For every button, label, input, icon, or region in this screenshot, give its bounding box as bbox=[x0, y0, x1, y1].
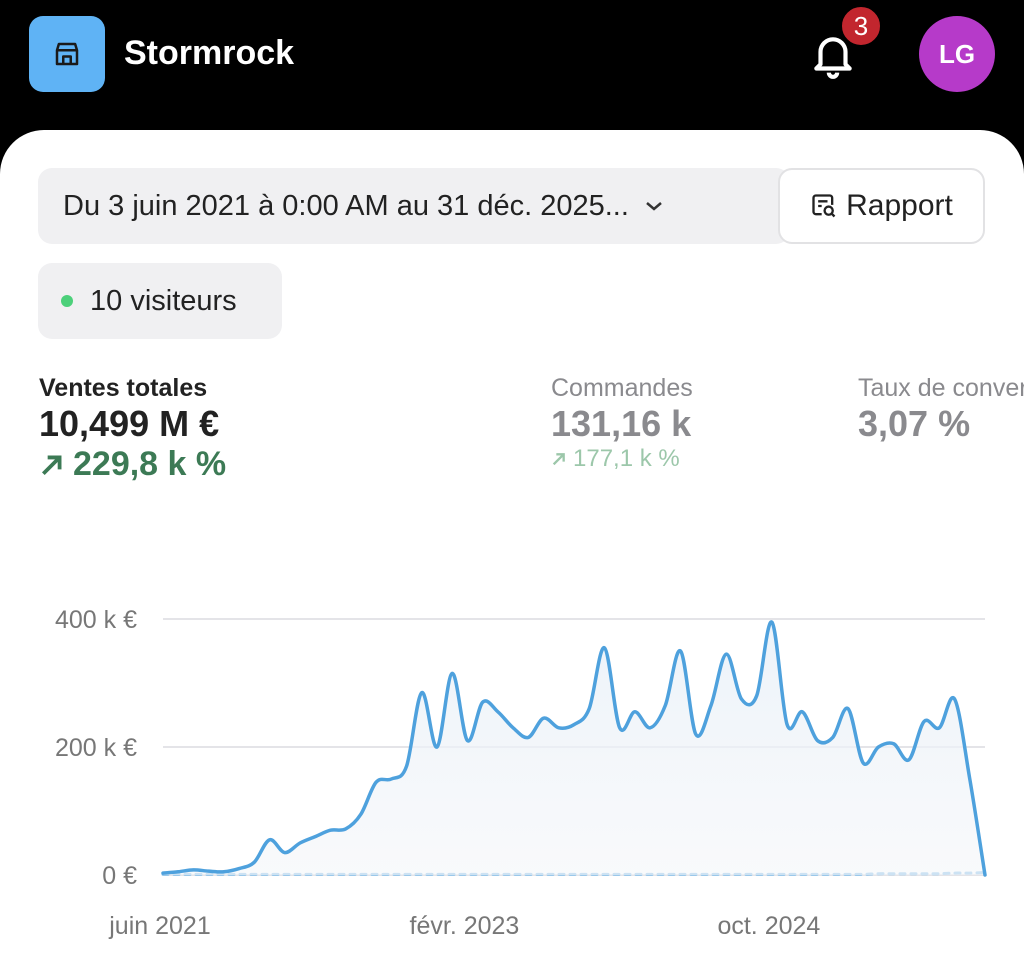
metric-value: 131,16 k bbox=[551, 403, 692, 444]
metric[interactable]: Taux de conversion 3,07 % bbox=[858, 374, 1024, 445]
report-button[interactable]: Rapport bbox=[778, 168, 985, 244]
report-label: Rapport bbox=[846, 189, 953, 222]
up-arrow bbox=[41, 455, 62, 475]
store-logo[interactable] bbox=[29, 16, 105, 92]
metric[interactable]: Commandes 131,16 k 177,1 k % bbox=[551, 374, 693, 473]
metric-change-value: 177,1 k % bbox=[573, 445, 680, 472]
metric-label: Taux de conversion bbox=[858, 374, 1024, 402]
up-arrow bbox=[552, 453, 565, 466]
metric-change-value: 229,8 k % bbox=[73, 445, 227, 483]
metric-value: 10,499 M € bbox=[39, 403, 220, 444]
y-tick-label: 400 k € bbox=[55, 606, 137, 634]
area bbox=[163, 621, 985, 875]
x-tick-label: oct. 2024 bbox=[717, 912, 820, 940]
date-range-picker[interactable]: Du 3 juin 2021 à 0:00 AM au 31 déc. 2025… bbox=[38, 168, 790, 244]
report-icon bbox=[812, 194, 836, 218]
metric-change: 229,8 k % bbox=[39, 445, 226, 484]
visitors-pill: 10 visiteurs bbox=[38, 263, 282, 339]
metric-change: 177,1 k % bbox=[551, 445, 693, 473]
bell-icon[interactable] bbox=[808, 30, 858, 82]
store-name: Stormrock bbox=[124, 34, 295, 72]
x-tick-label: juin 2021 bbox=[108, 912, 210, 940]
chevron bbox=[646, 202, 662, 211]
store-icon bbox=[55, 42, 79, 66]
line bbox=[161, 620, 987, 877]
sales-chart: 0 € 200 k € 400 k € juin 2021 févr. 2023 oct.… bbox=[55, 606, 987, 940]
date-range: Du 3 juin 2021 à 0:00 AM au 31 déc. 2025… bbox=[63, 189, 629, 222]
notification-badge: 3 bbox=[840, 5, 882, 47]
y-tick-label: 200 k € bbox=[55, 734, 137, 762]
metric-label: Ventes totales bbox=[39, 374, 208, 402]
metric[interactable]: Ventes totales 10,499 M € 229,8 k % bbox=[39, 374, 226, 484]
y-tick-label: 0 € bbox=[102, 862, 137, 890]
visitors: 10 visiteurs bbox=[90, 284, 237, 317]
x-tick-label: févr. 2023 bbox=[410, 912, 520, 940]
metric-value: 3,07 % bbox=[858, 403, 971, 444]
metric-label: Commandes bbox=[551, 374, 693, 402]
avatar[interactable]: LG bbox=[919, 16, 995, 92]
live-dot bbox=[61, 295, 73, 307]
